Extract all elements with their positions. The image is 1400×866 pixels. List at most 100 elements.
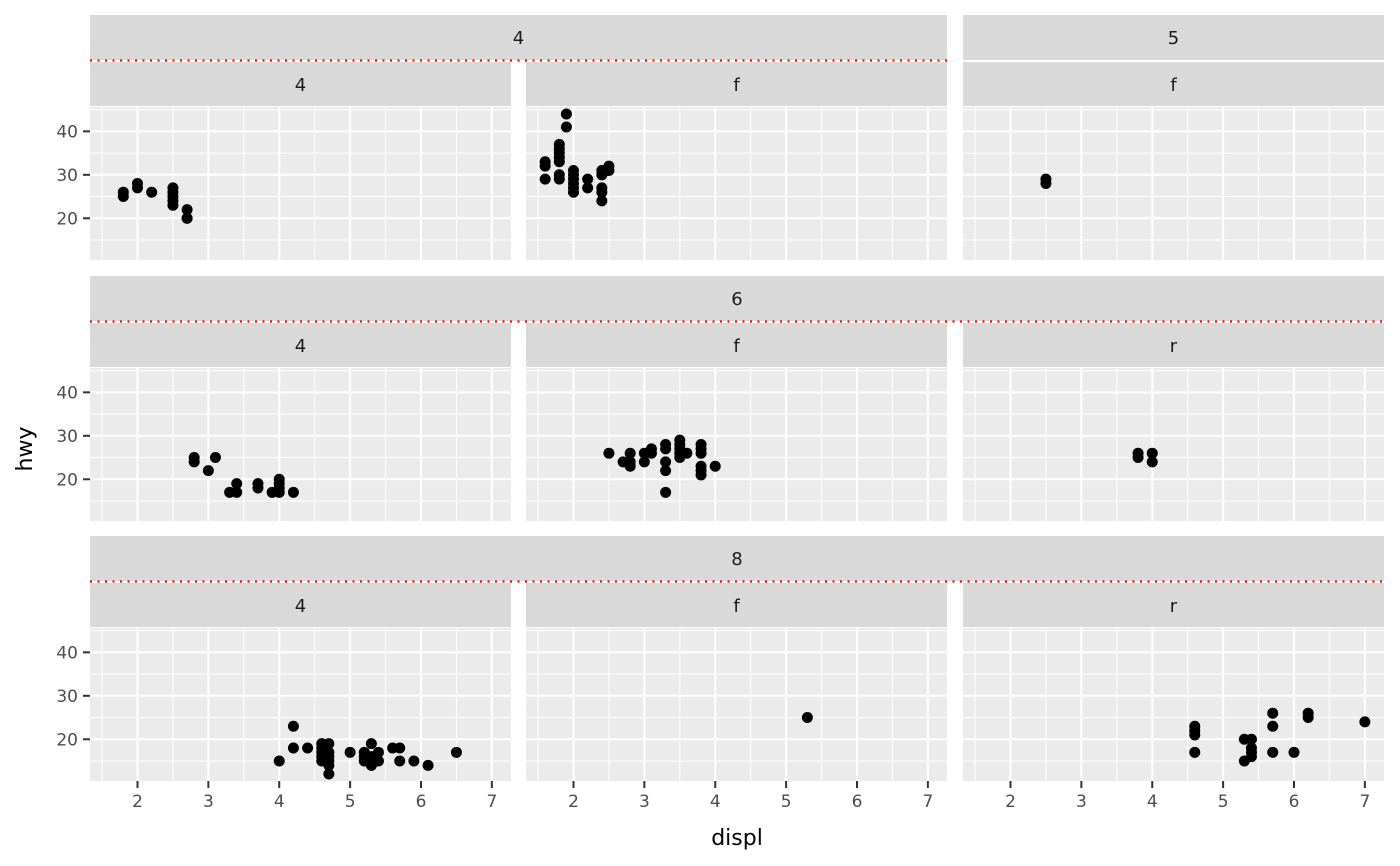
data-point — [624, 456, 636, 468]
data-point — [603, 447, 615, 459]
outer-strip — [90, 276, 1384, 321]
data-point — [645, 443, 657, 455]
panel-background — [90, 368, 511, 521]
inner-strip-label: f — [1170, 75, 1177, 96]
data-point — [709, 460, 721, 472]
data-point — [323, 768, 335, 780]
data-point — [1189, 746, 1201, 758]
data-point — [1359, 716, 1371, 728]
data-point — [450, 746, 462, 758]
data-point — [638, 456, 650, 468]
x-tick-label: 3 — [639, 792, 650, 812]
data-point — [146, 186, 158, 198]
data-point — [560, 121, 572, 133]
x-tick-label: 2 — [1005, 792, 1016, 812]
x-tick-label: 7 — [1359, 792, 1370, 812]
inner-strip-label: f — [733, 75, 740, 96]
data-point — [252, 478, 264, 490]
inner-strip-label: 4 — [295, 75, 306, 96]
x-tick-label: 2 — [568, 792, 579, 812]
data-point — [1245, 742, 1257, 754]
x-tick-label: 6 — [416, 792, 427, 812]
panel-background — [963, 368, 1384, 521]
data-point — [1132, 447, 1144, 459]
x-tick-label: 4 — [1147, 792, 1158, 812]
y-tick-label: 40 — [56, 383, 78, 403]
data-point — [287, 486, 299, 498]
data-point — [273, 755, 285, 767]
data-point — [539, 173, 551, 185]
outer-strip-label: 4 — [513, 28, 524, 49]
inner-strip — [90, 323, 511, 367]
data-point — [131, 178, 143, 189]
inner-strip — [963, 323, 1384, 367]
inner-strip — [90, 62, 511, 106]
data-point — [553, 169, 565, 181]
inner-strip — [526, 62, 947, 106]
data-point — [660, 465, 672, 477]
data-point — [624, 447, 636, 459]
data-point — [394, 742, 406, 754]
panel-background — [526, 368, 947, 521]
data-point — [167, 182, 179, 194]
x-axis-label: displ — [711, 826, 763, 851]
x-tick-label: 3 — [203, 792, 214, 812]
panel-background — [90, 107, 511, 260]
inner-strip-label: 4 — [295, 336, 306, 357]
data-point — [1189, 720, 1201, 732]
data-point — [181, 212, 193, 224]
y-tick-label: 30 — [56, 687, 78, 707]
data-point — [287, 720, 299, 732]
outer-strip — [963, 15, 1384, 60]
data-point — [287, 742, 299, 754]
x-tick-label: 5 — [1218, 792, 1229, 812]
inner-strip — [90, 583, 511, 627]
data-point — [695, 439, 707, 450]
data-point — [181, 204, 193, 216]
data-point — [596, 195, 608, 207]
x-tick-label: 4 — [274, 792, 285, 812]
y-tick-label: 30 — [56, 166, 78, 186]
data-point — [801, 712, 813, 724]
y-tick-label: 40 — [56, 122, 78, 142]
data-point — [582, 182, 594, 194]
data-point — [660, 456, 672, 468]
data-point — [660, 486, 672, 498]
x-tick-label: 7 — [486, 792, 497, 812]
data-point — [674, 434, 686, 446]
inner-strip-label: r — [1170, 596, 1178, 617]
outer-strip-label: 8 — [731, 549, 742, 570]
data-point — [323, 738, 335, 750]
data-point — [582, 173, 594, 185]
outer-strip-label: 6 — [731, 289, 742, 310]
data-point — [1267, 720, 1279, 732]
inner-strip-label: 4 — [295, 596, 306, 617]
x-tick-label: 2 — [132, 792, 143, 812]
x-tick-label: 5 — [781, 792, 792, 812]
panel-background — [963, 628, 1384, 781]
data-point — [1267, 707, 1279, 719]
data-point — [365, 738, 377, 750]
data-point — [302, 742, 314, 754]
x-tick-label: 7 — [922, 792, 933, 812]
inner-strip-label: f — [733, 596, 740, 617]
data-point — [1288, 746, 1300, 758]
data-point — [408, 755, 420, 767]
data-point — [1146, 456, 1158, 468]
data-point — [231, 486, 243, 498]
outer-strip-label: 5 — [1168, 28, 1179, 49]
panel-background — [963, 107, 1384, 260]
x-tick-label: 4 — [710, 792, 721, 812]
data-point — [202, 465, 214, 477]
x-tick-label: 3 — [1076, 792, 1087, 812]
inner-strip — [526, 323, 947, 367]
y-axis-label: hwy — [13, 427, 38, 472]
inner-strip-label: f — [733, 336, 740, 357]
data-point — [539, 156, 551, 168]
data-point — [372, 755, 384, 767]
y-tick-label: 30 — [56, 427, 78, 447]
outer-strip — [90, 536, 1384, 581]
data-point — [1040, 173, 1052, 185]
data-point — [567, 164, 579, 176]
